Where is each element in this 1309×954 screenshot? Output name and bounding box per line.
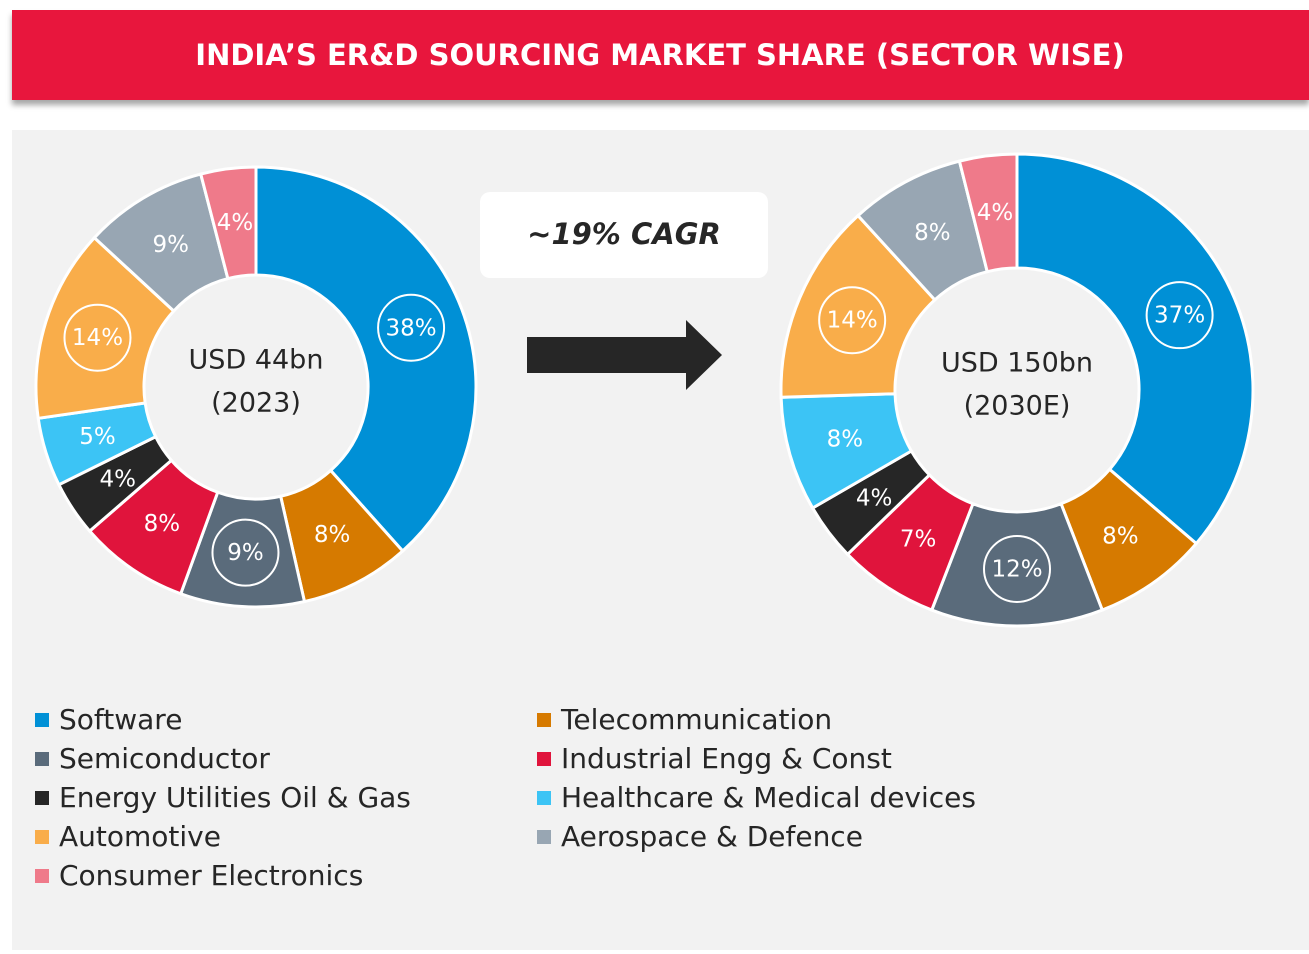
legend-label: Energy Utilities Oil & Gas	[59, 781, 411, 814]
donut-segment	[957, 152, 1019, 274]
legend-swatch	[537, 713, 551, 727]
center-label: (2023)	[211, 388, 301, 419]
label-ring	[983, 535, 1051, 603]
data-label: 4%	[977, 200, 1014, 226]
data-label: 7%	[900, 527, 937, 553]
data-label: 38%	[386, 315, 437, 341]
donut-segment	[254, 165, 478, 554]
data-label: 5%	[79, 424, 116, 450]
data-label: 8%	[314, 522, 351, 548]
center-label: (2030E)	[964, 391, 1071, 422]
annotation-box	[480, 192, 768, 278]
legend-swatch	[35, 830, 49, 844]
data-label: 12%	[991, 557, 1042, 583]
data-label: 8%	[144, 511, 181, 537]
data-label: 4%	[856, 485, 893, 511]
label-ring	[377, 293, 446, 362]
label-ring	[63, 303, 132, 372]
legend-label: Industrial Engg & Const	[561, 742, 892, 775]
legend-label: Software	[59, 703, 182, 736]
legend-swatch	[35, 869, 49, 883]
center-label: USD 44bn	[189, 345, 324, 376]
arrow	[527, 320, 722, 390]
label-ring	[818, 286, 887, 355]
data-label: 8%	[827, 426, 864, 452]
chart-title: INDIA’S ER&D SOURCING MARKET SHARE (SECT…	[195, 38, 1124, 72]
header-bar	[12, 10, 1309, 100]
data-label: 4%	[100, 466, 137, 492]
data-label: 9%	[227, 540, 264, 566]
legend-swatch	[537, 752, 551, 766]
data-label: 14%	[72, 325, 123, 351]
data-label: 14%	[827, 308, 878, 334]
legend-label: Aerospace & Defence	[561, 820, 863, 853]
label-ring	[211, 518, 280, 587]
data-label: 8%	[1102, 524, 1139, 550]
legend-label: Healthcare & Medical devices	[561, 781, 976, 814]
legend-label: Telecommunication	[560, 703, 832, 736]
legend-swatch	[35, 752, 49, 766]
data-label: 37%	[1154, 303, 1205, 329]
data-label: 4%	[217, 210, 254, 236]
center-label: USD 150bn	[941, 348, 1093, 379]
legend-label: Consumer Electronics	[59, 859, 363, 892]
legend-swatch	[537, 791, 551, 805]
legend-swatch	[537, 830, 551, 844]
donut-segment	[1015, 152, 1255, 546]
label-ring	[1145, 281, 1214, 350]
donut-segment	[198, 165, 258, 281]
data-label: 9%	[152, 232, 189, 258]
legend-swatch	[35, 791, 49, 805]
annotation: ~19% CAGR	[527, 217, 721, 251]
legend-swatch	[35, 713, 49, 727]
data-label: 8%	[914, 220, 951, 246]
legend-label: Automotive	[59, 820, 221, 853]
legend-label: Semiconductor	[59, 742, 270, 775]
